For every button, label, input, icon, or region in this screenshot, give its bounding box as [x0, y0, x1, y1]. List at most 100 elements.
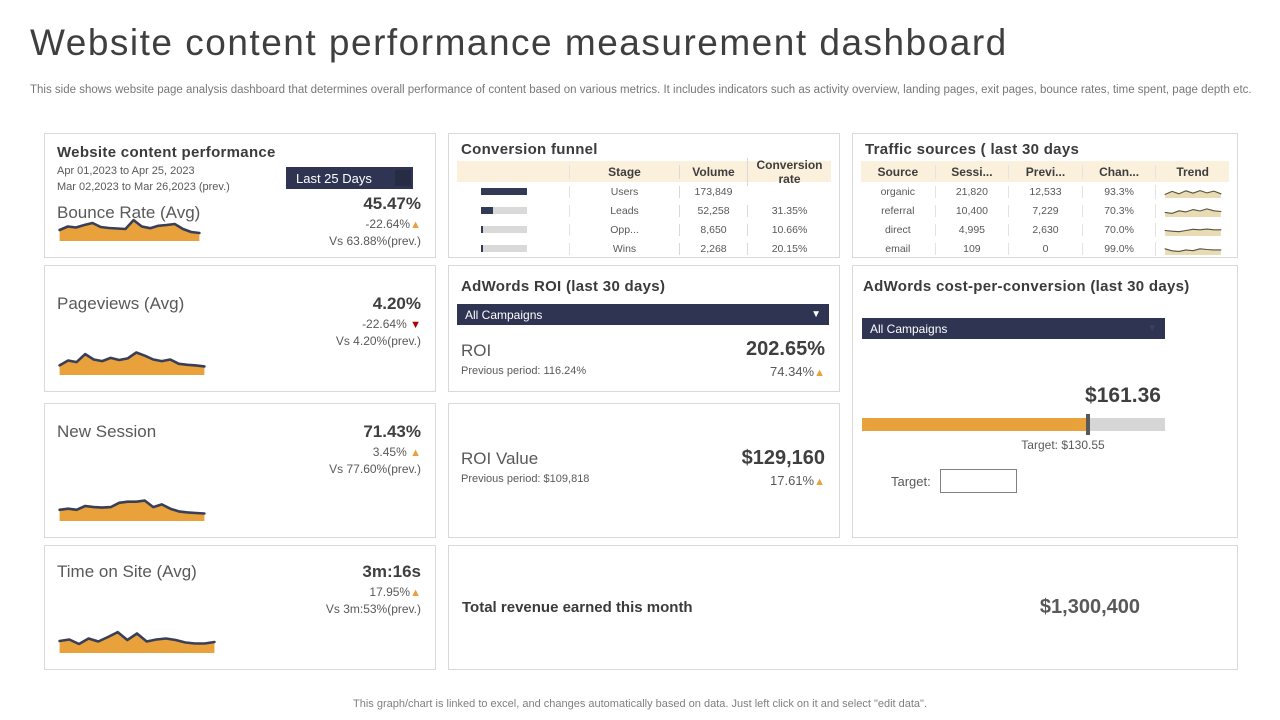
date-ranges: Apr 01,2023 to Apr 25, 2023 Mar 02,2023 … — [57, 164, 435, 196]
metric-label: Bounce Rate (Avg) — [57, 202, 201, 222]
target-input[interactable] — [939, 469, 1017, 493]
time-on-site-sparkline — [57, 624, 217, 659]
trend-sparkline — [1155, 184, 1229, 199]
table-row: organic 21,820 12,533 93.3% — [861, 182, 1229, 201]
date-range-current: Apr 01,2023 to Apr 25, 2023 — [57, 165, 195, 177]
roi-previous-period: Previous period: 116.24% — [461, 365, 587, 377]
cost-progress-fill — [862, 418, 1088, 431]
cost-per-conversion-value: $161.36 — [1085, 384, 1161, 407]
footer-note: This graph/chart is linked to excel, and… — [352, 698, 928, 710]
card-title: Traffic sources ( last 30 days — [865, 141, 1080, 158]
metric-value: 4.20% — [372, 294, 421, 313]
table-row: Opp... 8,650 10.66% — [457, 220, 831, 239]
roi-values: 202.65% 74.34%▲ — [746, 338, 825, 379]
roi-value-change: 17.61%▲ — [770, 473, 825, 488]
roi-value-values: $129,160 17.61%▲ — [742, 447, 825, 488]
roi-value-previous-period: Previous period: $109,818 — [461, 473, 590, 485]
table-row: Users 173,849 — [457, 182, 831, 201]
card-title: AdWords cost-per-conversion (last 30 day… — [863, 278, 1190, 295]
metric-label: Pageviews (Avg) — [57, 294, 185, 313]
page-subtitle: This side shows website page analysis da… — [30, 84, 1252, 96]
header-rate: Conversion rate — [747, 157, 831, 186]
total-revenue-label: Total revenue earned this month — [462, 599, 693, 616]
table-row: Leads 52,258 31.35% — [457, 201, 831, 220]
metric-vs-previous: Vs 3m:53%(prev.) — [325, 602, 421, 616]
last-25-days-button[interactable]: Last 25 Days — [286, 167, 413, 189]
table-row: direct 4,995 2,630 70.0% — [861, 220, 1229, 239]
table-row: referral 10,400 7,229 70.3% — [861, 201, 1229, 220]
card-cost-per-conversion: AdWords cost-per-conversion (last 30 day… — [852, 265, 1238, 538]
up-triangle-icon: ▲ — [410, 587, 421, 599]
target-marker — [1086, 414, 1090, 435]
roi-value-amount: $129,160 — [741, 447, 825, 469]
metric-values: 4.20% -22.64% ▼ Vs 4.20%(prev.) — [336, 294, 421, 348]
table-header-row: Stage Volume Conversion rate — [457, 157, 831, 186]
funnel-bar — [457, 239, 569, 258]
card-total-revenue: Total revenue earned this month $1,300,4… — [448, 545, 1238, 670]
metric-values: 3m:16s 17.95%▲ Vs 3m:53%(prev.) — [326, 562, 421, 616]
pageviews-sparkline — [57, 344, 207, 381]
header-change: Chan... — [1081, 164, 1156, 179]
metric-vs-previous: Vs 4.20%(prev.) — [335, 334, 421, 348]
bounce-rate-sparkline — [57, 212, 202, 247]
header-stage: Stage — [569, 164, 679, 179]
target-input-label: Target: — [891, 473, 931, 489]
card-title: Conversion funnel — [461, 141, 598, 158]
target-caption: Target: $130.55 — [1021, 438, 1105, 452]
metric-change: -22.64% ▼ — [362, 317, 421, 331]
target-input-row: Target: — [891, 469, 1017, 493]
metric-vs-previous: Vs 77.60%(prev.) — [329, 462, 421, 476]
total-revenue-value: $1,300,400 — [1039, 596, 1140, 618]
campaigns-dropdown[interactable]: All Campaigns ▼ — [457, 304, 829, 325]
card-pageviews: Pageviews (Avg) 4.20% -22.64% ▼ Vs 4.20%… — [44, 265, 436, 392]
card-adwords-roi: AdWords ROI (last 30 days) All Campaigns… — [448, 265, 840, 392]
chevron-down-icon: ▼ — [811, 309, 821, 320]
header-sessions: Sessi... — [934, 164, 1009, 179]
table-row: email 109 0 99.0% — [861, 239, 1229, 258]
funnel-bar — [457, 201, 569, 220]
funnel-bar — [457, 220, 569, 239]
table-header-row: Source Sessi... Previ... Chan... Trend — [861, 161, 1229, 182]
metric-values: 71.43% 3.45% ▲ Vs 77.60%(prev.) — [329, 422, 421, 476]
up-triangle-icon: ▲ — [814, 367, 825, 379]
dropdown-selected-value: All Campaigns — [465, 307, 543, 322]
card-roi-value: ROI Value Previous period: $109,818 $129… — [448, 403, 840, 538]
header-previous: Previ... — [1008, 164, 1082, 179]
date-range-previous: Mar 02,2023 to Mar 26,2023 (prev.) — [57, 180, 230, 193]
funnel-bar — [457, 182, 569, 201]
roi-value-label: ROI Value — [461, 449, 539, 468]
trend-sparkline — [1155, 241, 1229, 256]
metric-values: 45.47% -22.64%▲ Vs 63.88%(prev.) — [329, 194, 421, 248]
card-time-on-site: Time on Site (Avg) 3m:16s 17.95%▲ Vs 3m:… — [44, 545, 436, 670]
down-triangle-icon: ▼ — [410, 319, 421, 331]
traffic-sources-table: Source Sessi... Previ... Chan... Trend o… — [861, 161, 1229, 258]
metric-value: 71.43% — [363, 422, 421, 441]
period-button-square-icon — [395, 170, 411, 186]
table-row: Wins 2,268 20.15% — [457, 239, 831, 258]
up-triangle-icon: ▲ — [410, 219, 421, 231]
header-trend: Trend — [1155, 164, 1229, 179]
new-session-sparkline — [57, 490, 207, 527]
metric-label: Time on Site (Avg) — [57, 562, 197, 581]
header-source: Source — [877, 164, 919, 179]
roi-change: 74.34%▲ — [770, 364, 825, 379]
campaigns-dropdown[interactable]: All Campaigns ▼ — [862, 318, 1165, 339]
dropdown-selected-value: All Campaigns — [870, 321, 948, 336]
card-website-content-performance: Website content performance Apr 01,2023 … — [44, 133, 436, 258]
metric-change: -22.64%▲ — [365, 217, 421, 231]
chevron-down-icon: ▼ — [1147, 323, 1157, 334]
metric-change: 3.45% ▲ — [372, 445, 421, 459]
card-traffic-sources: Traffic sources ( last 30 days Source Se… — [852, 133, 1238, 258]
card-new-session: New Session 71.43% 3.45% ▲ Vs 77.60%(pre… — [44, 403, 436, 538]
metric-value: 3m:16s — [362, 562, 421, 581]
card-conversion-funnel: Conversion funnel Stage Volume Conversio… — [448, 133, 840, 258]
cost-progress-bar — [862, 414, 1165, 435]
trend-sparkline — [1155, 203, 1229, 218]
metric-value: 45.47% — [363, 194, 421, 213]
period-button-label: Last 25 Days — [296, 170, 372, 186]
metric-label: New Session — [57, 422, 157, 441]
metric-change: 17.95%▲ — [369, 585, 421, 599]
conversion-funnel-table: Stage Volume Conversion rate Users 173,8… — [457, 157, 831, 258]
up-triangle-icon: ▲ — [814, 476, 825, 488]
